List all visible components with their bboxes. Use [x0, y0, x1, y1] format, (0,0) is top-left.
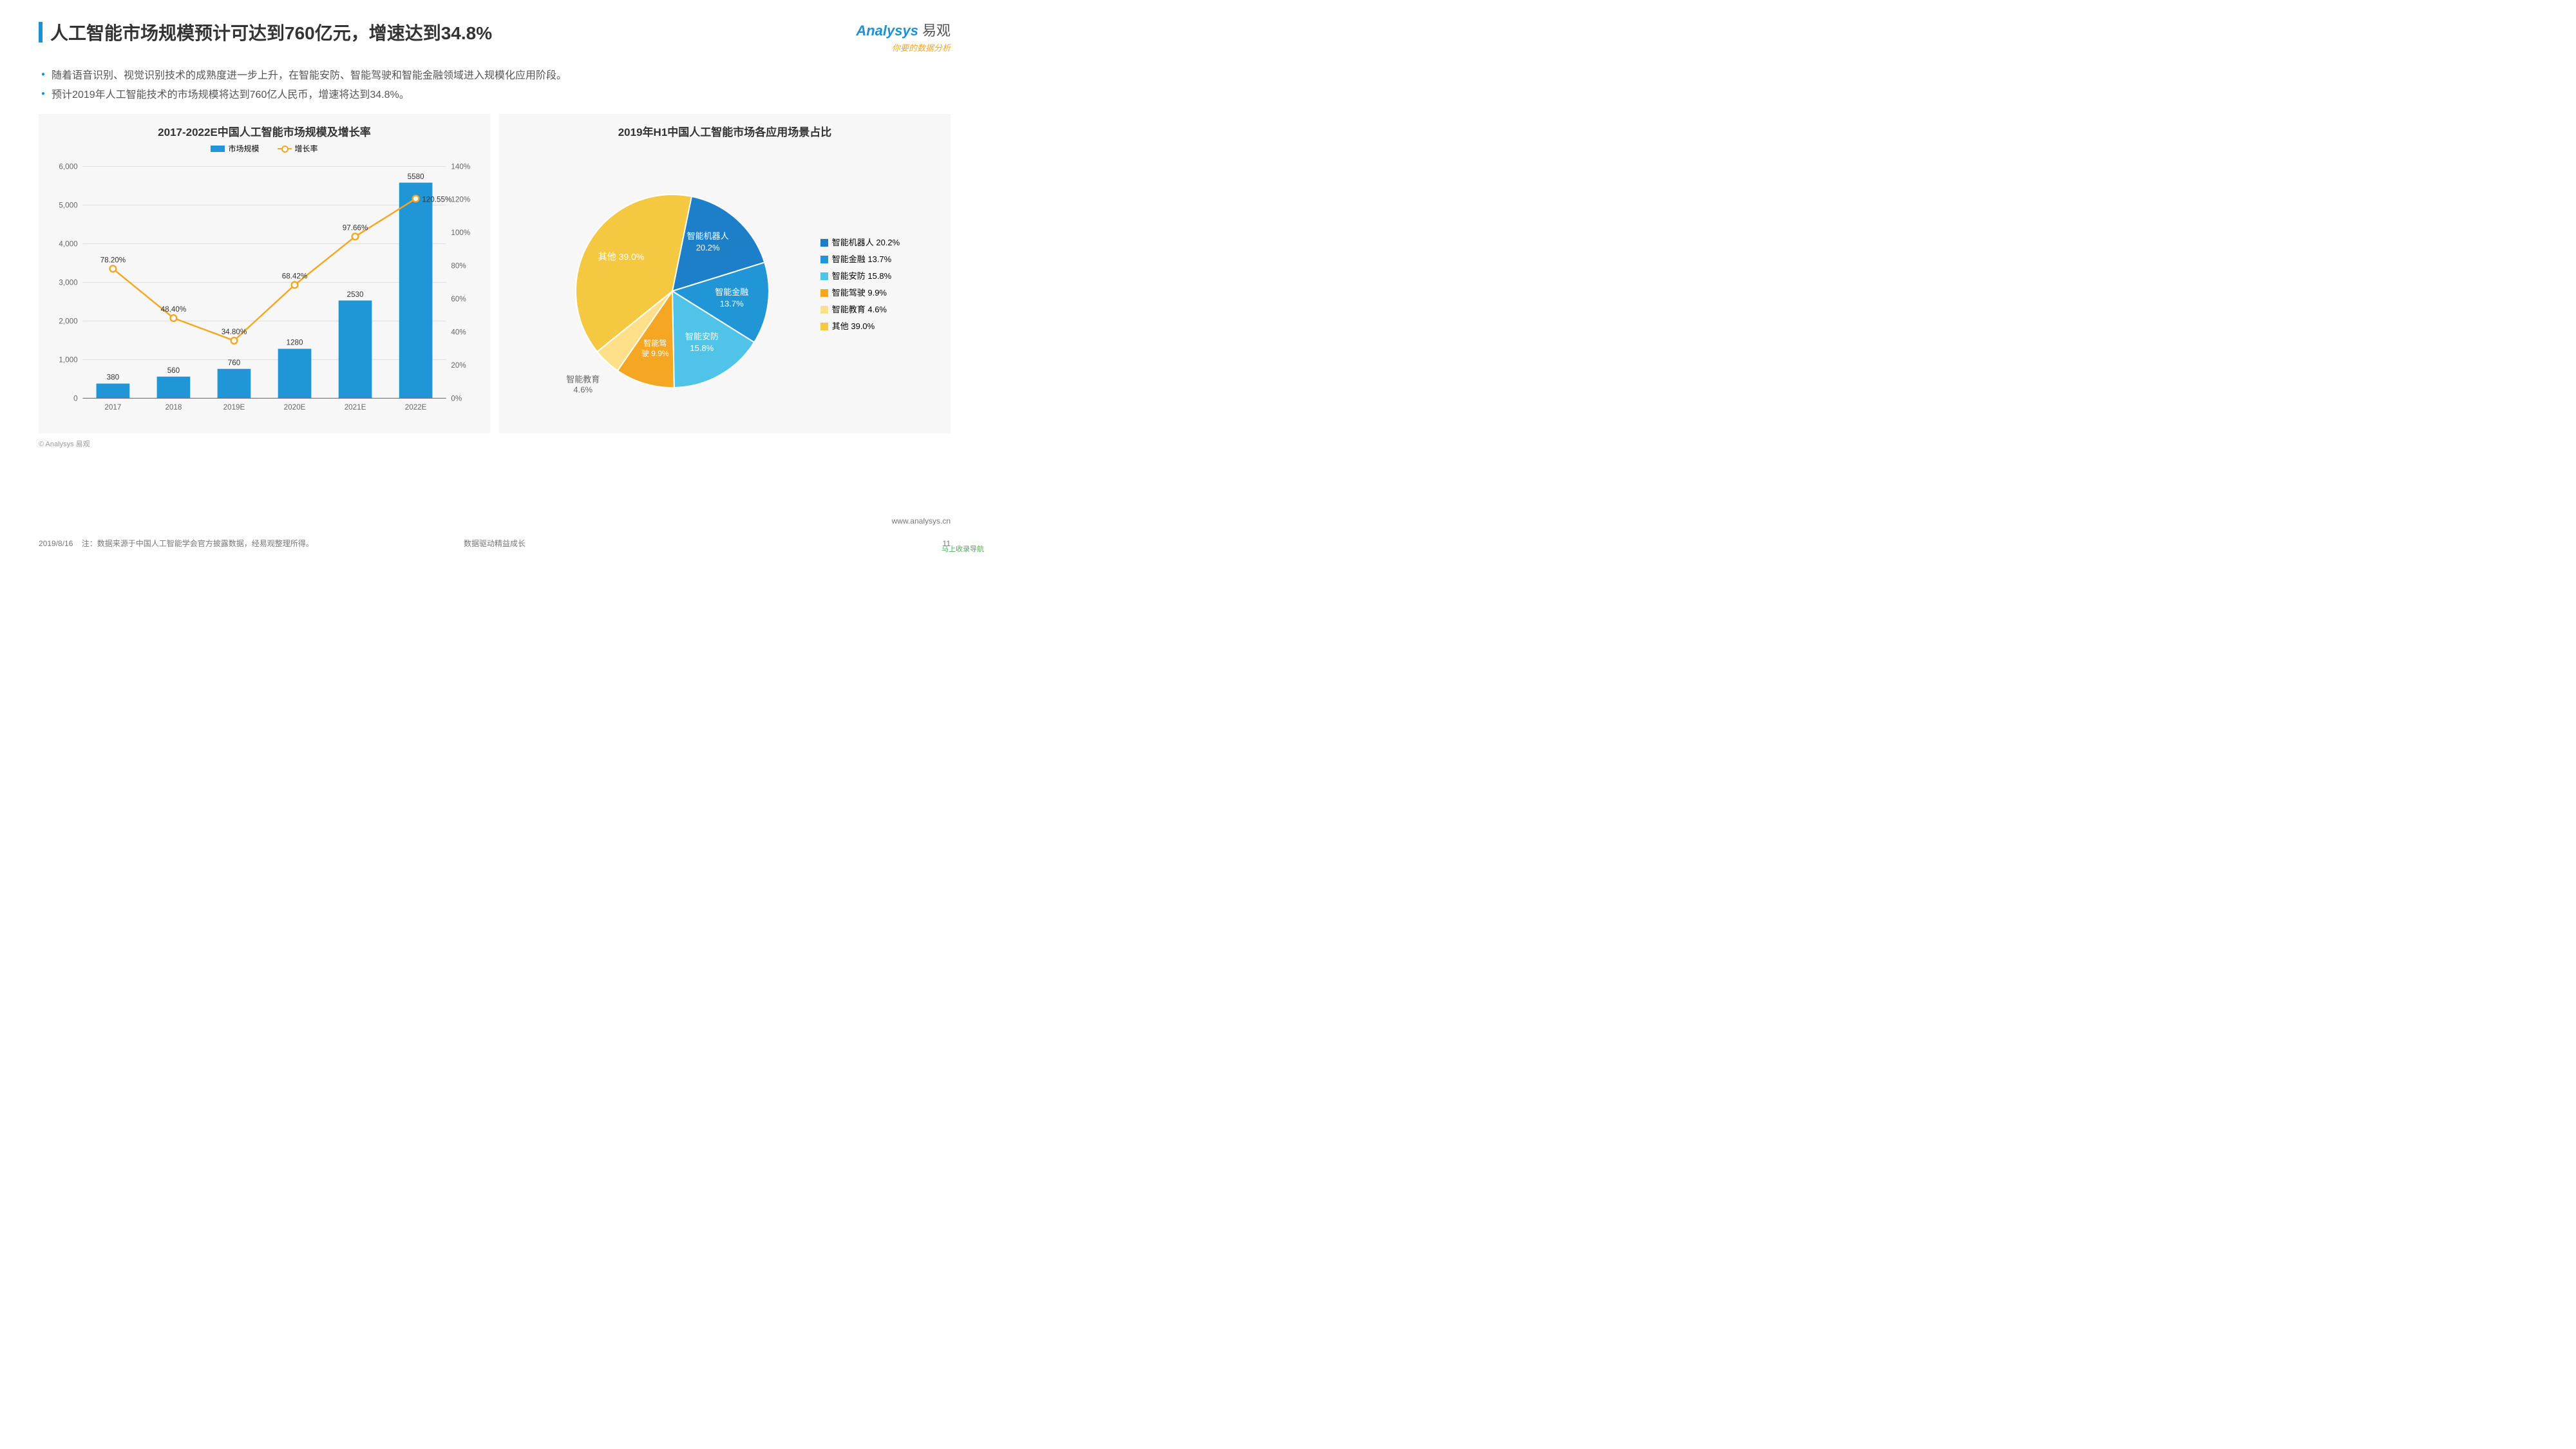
svg-text:140%: 140% — [451, 162, 470, 171]
footer-tagline: 数据驱动精益成长 — [464, 538, 526, 549]
footer-date: 2019/8/16 — [39, 539, 73, 548]
logo-tagline: 你要的数据分析 — [856, 41, 951, 53]
page-title: 人工智能市场规模预计可达到760亿元，增速达到34.8% — [50, 19, 492, 45]
pie-legend-item: 智能金融 13.7% — [820, 251, 900, 268]
svg-text:80%: 80% — [451, 262, 466, 270]
svg-text:560: 560 — [167, 366, 180, 375]
svg-text:78.20%: 78.20% — [100, 256, 126, 265]
pie-chart-title: 2019年H1中国人工智能市场各应用场景占比 — [506, 123, 944, 139]
bullet-list: 随着语音识别、视觉识别技术的成熟度进一步上升，在智能安防、智能驾驶和智能金融领域… — [39, 66, 951, 101]
legend-line-label: 增长率 — [295, 143, 318, 154]
svg-text:97.66%: 97.66% — [343, 224, 368, 232]
svg-text:2017: 2017 — [104, 403, 121, 412]
svg-text:100%: 100% — [451, 229, 470, 237]
legend-line-swatch — [278, 148, 292, 149]
combo-chart-legend: 市场规模 增长率 — [45, 143, 484, 154]
bullet-item: 随着语音识别、视觉识别技术的成熟度进一步上升，在智能安防、智能驾驶和智能金融领域… — [41, 66, 951, 82]
svg-text:2021E: 2021E — [345, 403, 366, 412]
svg-text:智能机器人: 智能机器人 — [687, 231, 728, 241]
svg-text:60%: 60% — [451, 295, 466, 303]
svg-text:智能安防: 智能安防 — [685, 332, 719, 341]
pie-chart-panel: 2019年H1中国人工智能市场各应用场景占比 智能机器人 20.2% 智能金融 13.… — [499, 114, 951, 433]
bullet-item: 预计2019年人工智能技术的市场规模将达到760亿人民币，增速将达到34.8%。 — [41, 86, 951, 101]
svg-text:2530: 2530 — [347, 290, 364, 299]
header: 人工智能市场规模预计可达到760亿元，增速达到34.8% Analysys易观 … — [39, 19, 951, 53]
logo-cn: 易观 — [922, 23, 951, 39]
svg-text:20%: 20% — [451, 361, 466, 370]
svg-text:驶 9.9%: 驶 9.9% — [641, 348, 669, 358]
brand-logo: Analysys易观 你要的数据分析 — [856, 19, 951, 53]
svg-text:2020E: 2020E — [284, 403, 306, 412]
svg-text:智能驾: 智能驾 — [643, 338, 667, 348]
pie-legend: 智能机器人 20.2%智能金融 13.7%智能安防 15.8%智能驾驶 9.9%… — [820, 234, 900, 335]
svg-text:13.7%: 13.7% — [720, 299, 744, 308]
svg-text:1,000: 1,000 — [59, 355, 78, 364]
svg-text:2019E: 2019E — [223, 403, 245, 412]
pie-chart: 智能机器人 20.2% 智能金融 13.7% 智能安防 15.8% 智能驾驶 9.9% 智能教… — [550, 149, 820, 420]
pie-legend-item: 其他 39.0% — [820, 318, 900, 335]
pie-legend-item: 智能教育 4.6% — [820, 301, 900, 318]
svg-text:其他 39.0%: 其他 39.0% — [598, 252, 645, 262]
footer: 2019/8/16 注：数据来源于中国人工智能学会官方披露数据，经易观整理所得。… — [39, 538, 951, 549]
combo-chart: 0 1,000 2,000 3,000 4,000 5,000 6,000 0% 20% 40% 6… — [45, 156, 484, 427]
pie-legend-item: 智能机器人 20.2% — [820, 234, 900, 251]
svg-text:760: 760 — [228, 359, 241, 367]
legend-bar-label: 市场规模 — [228, 143, 259, 154]
svg-text:2022E: 2022E — [405, 403, 427, 412]
svg-text:2018: 2018 — [165, 403, 182, 412]
svg-text:20.2%: 20.2% — [696, 243, 719, 252]
svg-text:4.6%: 4.6% — [573, 384, 592, 394]
svg-text:380: 380 — [107, 374, 120, 382]
footer-note: 注：数据来源于中国人工智能学会官方披露数据，经易观整理所得。 — [82, 539, 314, 548]
logo-en: Analysys — [856, 23, 918, 39]
svg-text:0%: 0% — [451, 394, 462, 402]
svg-text:5,000: 5,000 — [59, 201, 78, 209]
title-accent-bar — [39, 22, 43, 43]
website-url: www.analysys.cn — [892, 516, 951, 526]
svg-text:68.42%: 68.42% — [282, 272, 308, 281]
corner-stamp: 马上收录导航 — [942, 544, 984, 554]
svg-text:1280: 1280 — [287, 339, 303, 347]
pie-legend-item: 智能驾驶 9.9% — [820, 285, 900, 301]
svg-text:48.40%: 48.40% — [161, 305, 187, 314]
svg-text:5580: 5580 — [408, 173, 424, 181]
combo-chart-panel: 2017-2022E中国人工智能市场规模及增长率 市场规模 增长率 0 1,000… — [39, 114, 490, 433]
legend-bar-swatch — [211, 146, 225, 152]
pie-legend-item: 智能安防 15.8% — [820, 268, 900, 285]
svg-text:4,000: 4,000 — [59, 240, 78, 248]
svg-text:2,000: 2,000 — [59, 317, 78, 325]
svg-text:智能金融: 智能金融 — [715, 287, 748, 297]
svg-text:智能教育: 智能教育 — [566, 374, 600, 384]
svg-text:40%: 40% — [451, 328, 466, 336]
svg-text:120%: 120% — [451, 196, 470, 204]
combo-chart-title: 2017-2022E中国人工智能市场规模及增长率 — [45, 123, 484, 139]
svg-text:0: 0 — [73, 394, 78, 402]
source-note: © Analysys 易观 — [39, 439, 951, 449]
svg-text:34.80%: 34.80% — [222, 328, 247, 336]
svg-text:3,000: 3,000 — [59, 278, 78, 287]
svg-text:6,000: 6,000 — [59, 162, 78, 171]
svg-text:15.8%: 15.8% — [690, 343, 714, 353]
svg-text:120.55%: 120.55% — [422, 195, 451, 204]
